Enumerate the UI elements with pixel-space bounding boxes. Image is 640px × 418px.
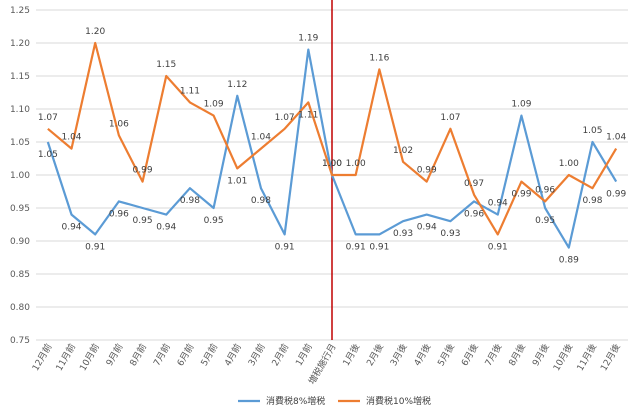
data-label: 1.07 [440, 113, 460, 123]
x-tick-label: 2月後 [364, 342, 386, 369]
legend-label: 消費税10%増税 [366, 395, 431, 407]
data-label: 0.94 [488, 199, 508, 209]
data-label: 0.99 [417, 166, 437, 176]
y-tick-label: 1.10 [10, 105, 30, 115]
data-label: 0.91 [85, 242, 105, 252]
x-tick-label: 10月前 [77, 342, 102, 374]
y-tick-label: 0.95 [10, 204, 30, 214]
x-tick-label: 6月後 [458, 342, 480, 369]
data-label: 0.98 [180, 196, 200, 206]
data-label: 0.94 [156, 223, 176, 233]
data-label: 1.04 [606, 133, 626, 143]
x-tick-label: 9月前 [103, 342, 125, 369]
x-tick-label: 11月前 [53, 342, 78, 374]
y-tick-label: 1.00 [10, 171, 30, 181]
data-label: 0.91 [488, 242, 508, 252]
data-label: 1.05 [582, 126, 602, 136]
data-label: 1.06 [109, 119, 129, 129]
data-label: 1.00 [559, 159, 579, 169]
x-tick-label: 12月後 [598, 342, 623, 374]
data-label: 1.01 [227, 176, 247, 186]
x-tick-label: 8月後 [506, 342, 528, 369]
x-tick-label: 12月前 [29, 342, 54, 374]
data-label: 1.02 [393, 146, 413, 156]
y-tick-label: 0.85 [10, 270, 30, 280]
x-tick-label: 7月後 [482, 342, 504, 369]
data-label: 0.95 [535, 216, 555, 226]
x-tick-label: 1月後 [340, 342, 362, 369]
x-tick-label: 3月前 [245, 342, 267, 369]
data-label: 1.07 [275, 113, 295, 123]
data-label: 1.05 [38, 150, 58, 160]
data-label: 1.00 [322, 159, 342, 169]
data-label: 0.93 [440, 229, 460, 239]
data-label: 1.11 [298, 110, 318, 120]
legend-label: 消費税8%増税 [266, 395, 325, 407]
x-tick-label: 8月前 [127, 342, 149, 369]
data-label: 0.99 [606, 190, 626, 200]
x-tick-label: 1月前 [293, 342, 315, 369]
data-label: 0.99 [133, 166, 153, 176]
data-label: 1.20 [85, 27, 105, 37]
data-label: 0.99 [511, 190, 531, 200]
data-label: 0.98 [251, 196, 271, 206]
data-label: 1.04 [251, 133, 271, 143]
data-label: 0.96 [109, 209, 129, 219]
data-label: 0.95 [133, 216, 153, 226]
data-label: 0.94 [61, 223, 81, 233]
x-tick-label: 2月前 [269, 342, 291, 369]
data-label: 1.09 [511, 100, 531, 110]
data-label: 0.91 [369, 242, 389, 252]
data-label: 1.19 [298, 34, 318, 44]
data-label: 0.98 [582, 196, 602, 206]
series-line-tax10 [47, 41, 618, 236]
data-label: 0.96 [464, 209, 484, 219]
y-tick-label: 1.25 [10, 6, 30, 16]
x-tick-label: 3月後 [387, 342, 409, 369]
x-tick-label: 4月前 [222, 342, 244, 369]
y-tick-label: 1.15 [10, 72, 30, 82]
data-label: 0.91 [346, 242, 366, 252]
x-tick-label: 10月後 [550, 342, 575, 374]
data-label: 1.00 [346, 159, 366, 169]
y-tick-label: 1.20 [10, 39, 30, 49]
data-label: 0.94 [417, 223, 437, 233]
data-label: 1.00 [322, 159, 342, 169]
data-label: 1.12 [227, 80, 247, 90]
data-label: 1.15 [156, 60, 176, 70]
data-label: 1.07 [38, 113, 58, 123]
data-label: 0.97 [464, 179, 484, 189]
x-tick-label: 5月後 [435, 342, 457, 369]
y-tick-label: 0.75 [10, 336, 30, 346]
x-tick-label: 7月前 [151, 342, 173, 369]
data-label: 0.91 [275, 242, 295, 252]
y-tick-label: 0.80 [10, 303, 30, 313]
data-label: 0.89 [559, 256, 579, 266]
data-label: 1.04 [61, 133, 81, 143]
x-tick-label: 11月後 [574, 342, 599, 374]
y-tick-label: 1.05 [10, 138, 30, 148]
x-tick-label: 9月後 [529, 342, 551, 369]
data-label: 0.95 [204, 216, 224, 226]
x-tick-label: 6月前 [174, 342, 196, 369]
data-label: 1.09 [204, 100, 224, 110]
data-label: 0.93 [393, 229, 413, 239]
x-tick-label: 4月後 [411, 342, 433, 369]
data-label: 0.96 [535, 185, 555, 195]
y-tick-label: 0.90 [10, 237, 30, 247]
data-label: 1.16 [369, 53, 389, 63]
x-tick-label: 5月前 [198, 342, 220, 369]
data-label: 1.11 [180, 86, 200, 96]
